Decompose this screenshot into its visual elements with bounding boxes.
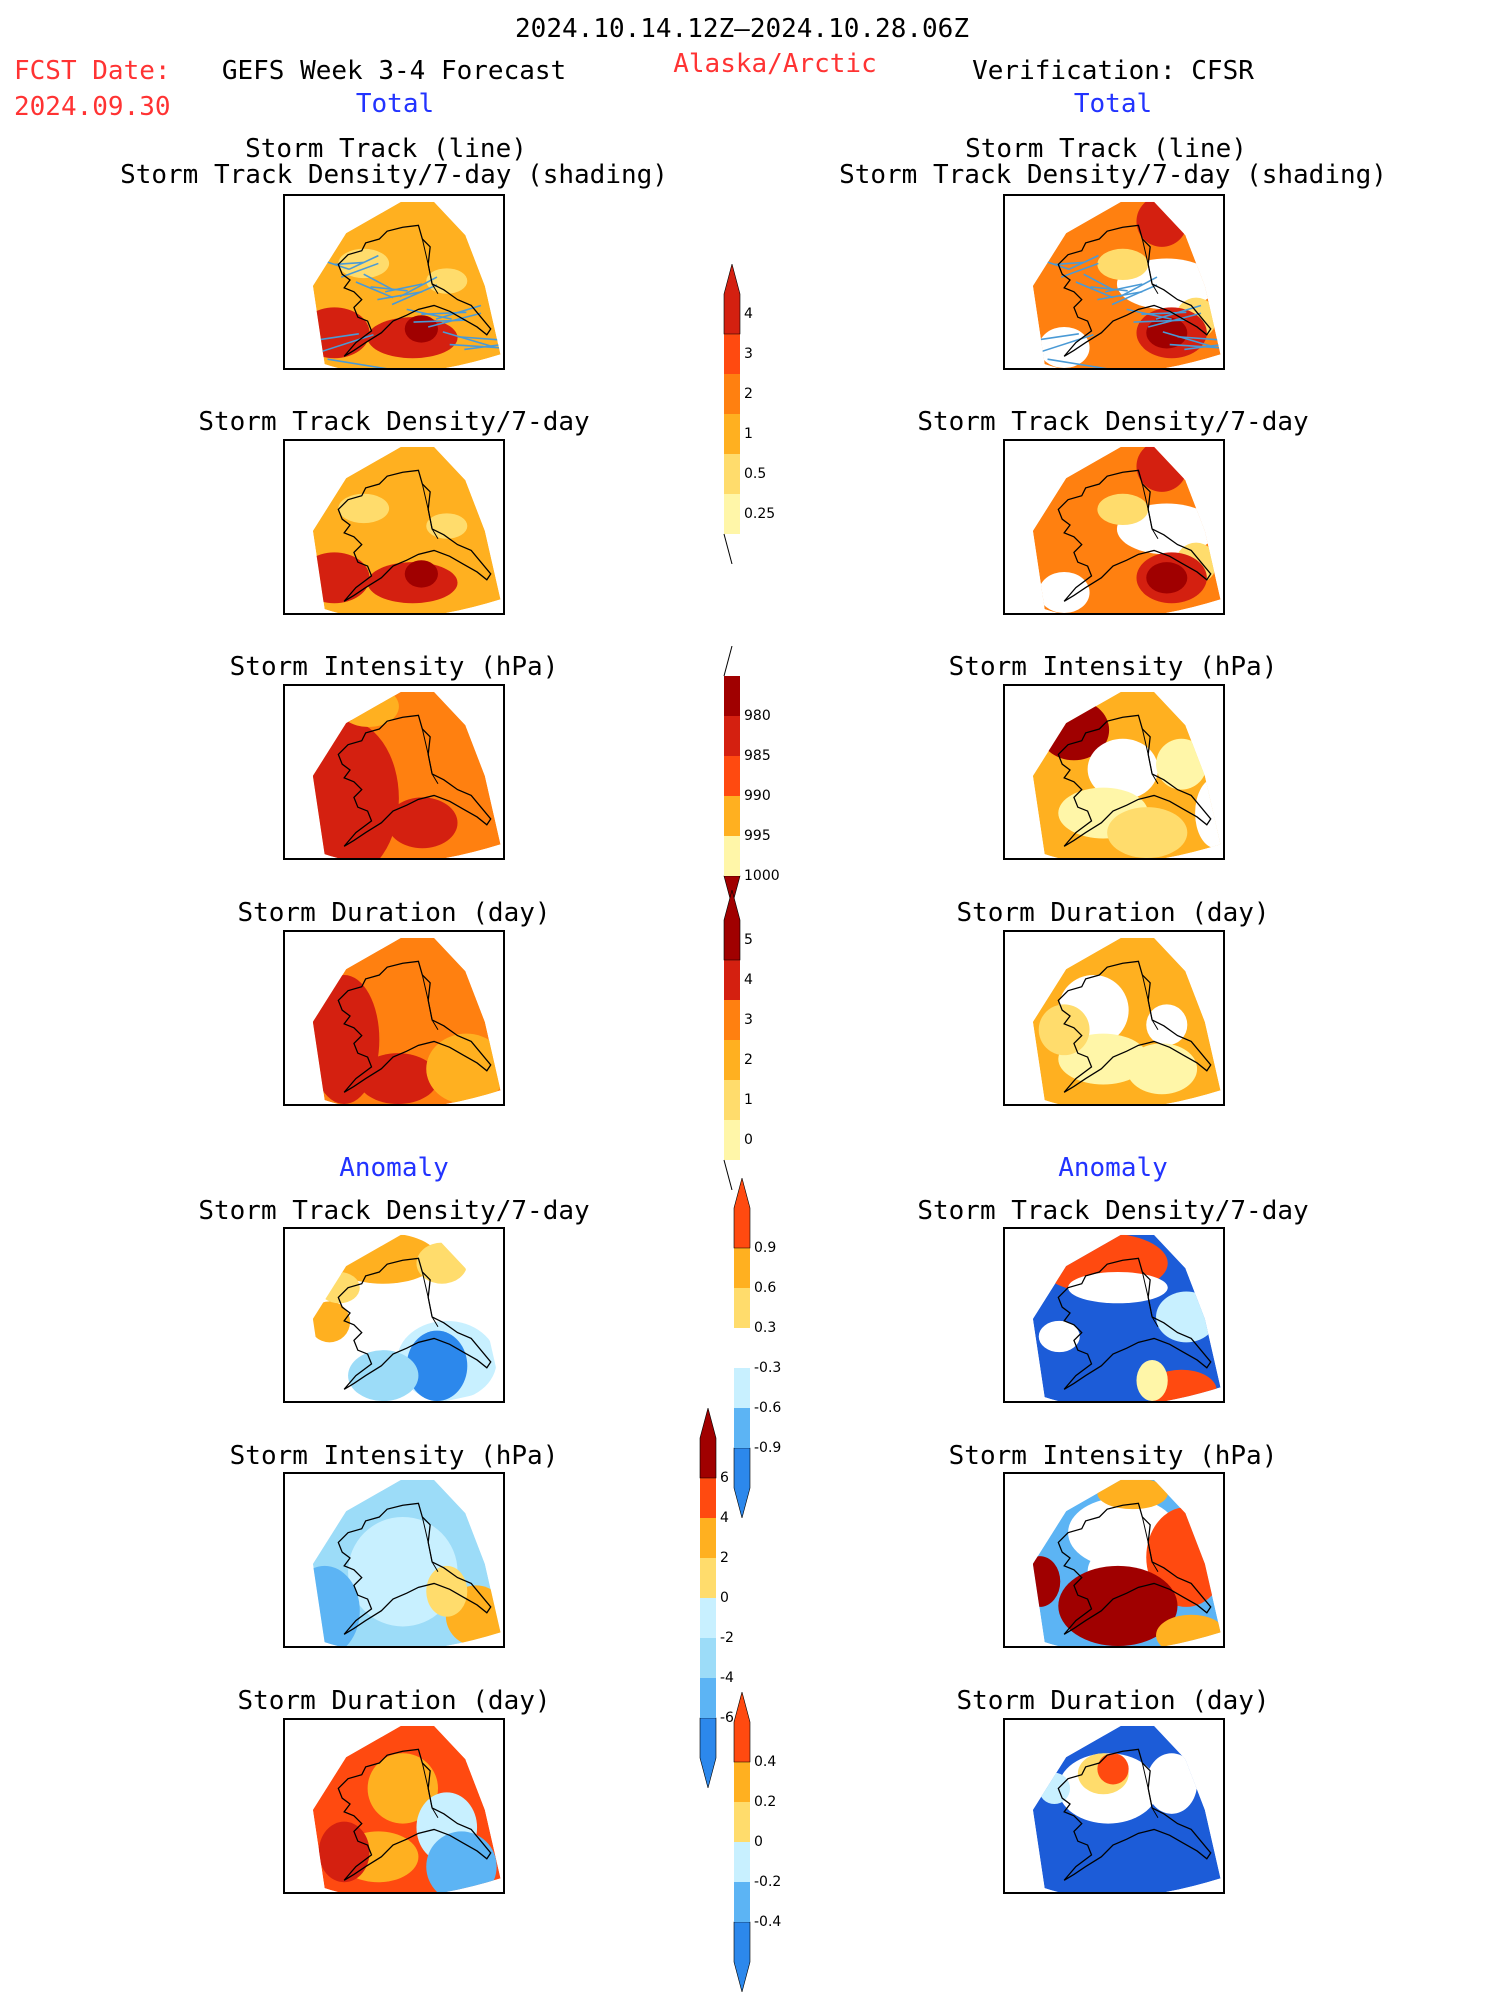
colorbar-tick-label: 0.5 [744,466,767,482]
intensity-title-right: Storm Intensity (hPa) [948,652,1278,682]
colorbar-tick-label: -0.6 [754,1400,782,1416]
map-forecast-density [283,439,505,615]
track-line-title-left: Storm Track (line) [245,134,527,164]
colorbar-tick-label: 0.6 [754,1280,777,1296]
anom-intensity-title-left: Storm Intensity (hPa) [229,1441,559,1471]
colorbar-tick-label: 0 [744,1132,753,1148]
region-title: Alaska/Arctic [673,49,877,79]
map-forecast-intensity-anomaly [283,1472,505,1648]
total-right-label: Total [1073,89,1153,119]
colorbar-tick-label: 990 [744,788,771,804]
colorbar-tick-label: 2 [720,1550,729,1566]
fcst-label: FCST Date: [14,56,171,86]
colorbar-tick-label: 1 [744,1092,753,1108]
track-shading-title-left: Storm Track Density/7-day (shading) [120,160,668,190]
colorbar-tick-label: -0.9 [754,1440,782,1456]
density-title-left: Storm Track Density/7-day [198,407,590,437]
colorbar-tick-label: 0 [720,1590,729,1606]
track-line-title-right: Storm Track (line) [965,134,1247,164]
colorbar-tick-label: 4 [744,306,753,322]
date-range-title: 2024.10.14.12Z–2024.10.28.06Z [515,14,969,44]
colorbar-tick-label: -0.2 [754,1874,782,1890]
right-title: Verification: CFSR [972,56,1254,86]
colorbar-tick-label: 0.4 [754,1754,777,1770]
colorbar-tick-label: 0.3 [754,1320,777,1336]
track-shading-title-right: Storm Track Density/7-day (shading) [839,160,1387,190]
map-forecast-duration-anomaly [283,1718,505,1894]
colorbar-tick-label: 995 [744,828,771,844]
colorbar-tick-label: -6 [720,1710,734,1726]
map-verification-duration [1003,930,1225,1106]
fcst-date: 2024.09.30 [14,92,171,122]
anom-duration-title-left: Storm Duration (day) [237,1686,551,1716]
density-title-right: Storm Track Density/7-day [917,407,1309,437]
map-verification-track-density [1003,194,1225,370]
colorbar-tick-label: 980 [744,708,771,724]
left-title: GEFS Week 3-4 Forecast [221,56,567,86]
colorbar-tick-label: 4 [744,972,753,988]
anomaly-left-label: Anomaly [339,1153,449,1183]
colorbar-tick-label: 0.25 [744,506,776,522]
map-forecast-track-density [283,194,505,370]
map-forecast-density-anomaly [283,1227,505,1403]
colorbar-tick-label: 0.9 [754,1240,777,1256]
colorbar-tick-label: 3 [744,346,753,362]
map-verification-duration-anomaly [1003,1718,1225,1894]
colorbar-tick-label: -0.4 [754,1914,782,1930]
map-verification-density [1003,439,1225,615]
map-forecast-duration [283,930,505,1106]
anom-density-title-right: Storm Track Density/7-day [917,1196,1309,1226]
colorbar-tick-label: 985 [744,748,771,764]
anom-density-title-left: Storm Track Density/7-day [198,1196,590,1226]
colorbar-tick-label: 4 [720,1510,729,1526]
colorbar-tick-label: 6 [720,1470,729,1486]
map-forecast-intensity [283,684,505,860]
colorbar-tick-label: 1000 [744,868,780,884]
map-verification-intensity-anomaly [1003,1472,1225,1648]
map-verification-density-anomaly [1003,1227,1225,1403]
colorbar-tick-label: 2 [744,1052,753,1068]
duration-title-left: Storm Duration (day) [237,898,551,928]
anom-duration-title-right: Storm Duration (day) [956,1686,1270,1716]
colorbar-tick-label: -0.3 [754,1360,782,1376]
colorbar-tick-label: 0.2 [754,1794,777,1810]
colorbar-tick-label: -4 [720,1670,734,1686]
colorbar-tick-label: 3 [744,1012,753,1028]
colorbar-tick-label: 5 [744,932,753,948]
duration-title-right: Storm Duration (day) [956,898,1270,928]
intensity-title-left: Storm Intensity (hPa) [229,652,559,682]
colorbar-tick-label: 1 [744,426,753,442]
colorbar-tick-label: -2 [720,1630,734,1646]
anomaly-right-label: Anomaly [1058,1153,1168,1183]
total-left-label: Total [355,89,435,119]
colorbar-tick-label: 2 [744,386,753,402]
map-verification-intensity [1003,684,1225,860]
colorbar-tick-label: 0 [754,1834,763,1850]
anom-intensity-title-right: Storm Intensity (hPa) [948,1441,1278,1471]
